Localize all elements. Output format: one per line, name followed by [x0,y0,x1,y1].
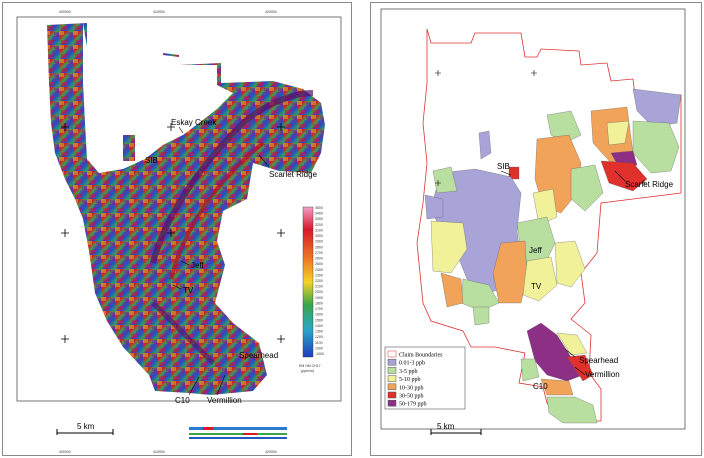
map-frame [380,8,686,430]
colorbar: EM HM CH17 (ppm/m) 350034003300320031003… [299,206,324,373]
colorbar-tick-label: 1200 [315,335,323,339]
colorbar-tick-label: 3100 [315,228,323,232]
profile-strip [189,427,287,439]
colorbar-tick-label: 1900 [315,296,323,300]
label-jeff: Jeff [191,261,205,270]
x-tick-label: 400000 [59,10,71,14]
legend-label: 3-5 ppb [399,369,418,375]
x-tick-label: 410000 [153,450,165,454]
legend-label: 50-179 ppb [399,402,427,408]
geochem-claims-map: SIB Scarlet Ridge Jeff TV Spearhead Verm… [380,8,686,435]
scale-bar: 5 km [430,422,482,435]
legend-label: 5-10 ppb [399,377,421,383]
colorbar-tick-label: 3300 [315,217,323,221]
structural-trend [169,141,265,280]
legend-swatch [387,367,397,374]
colorbar-tick-label: 2000 [315,290,323,294]
legend-swatch [387,358,397,366]
colorbar-tick-label: 2300 [315,273,323,277]
claim-boundary [416,28,682,422]
colorbar-tick-label: 2200 [315,279,323,283]
colorbar-tick-label: 3000 [315,234,323,238]
x-tick-label: 420000 [265,450,277,454]
legend-swatch [387,383,397,391]
label-c10: C10 [175,396,190,405]
geochem-claims-map-panel: SIB Scarlet Ridge Jeff TV Spearhead Verm… [370,2,702,456]
colorbar-tick-label: 2600 [315,257,323,261]
legend-label: 30-50 ppb [399,394,424,400]
colorbar-tick-label: 3200 [315,223,323,227]
map-legend: Claim Boundaries 0.01-3 ppb 3-5 ppb 5-10 pp… [384,346,466,410]
map-labels: Eskay Creek SIB Scarlet Ridge Jeff TV Sp… [145,118,318,405]
colorbar-tick-label: 2700 [315,251,323,255]
colorbar-tick-label: 2900 [315,240,323,244]
em-survey-map-panel: 400000 410000 420000 400000 410000 42000… [2,2,352,456]
grid-crosshairs [435,70,647,186]
colorbar-tick-label: 3500 [315,206,323,210]
unsurveyed-area [83,23,233,173]
label-vermillion: Vermillion [585,370,620,379]
colorbar-tick-label: 1600 [315,313,323,317]
label-vermillion: Vermillion [207,396,242,405]
label-tv: TV [531,282,542,291]
colorbar-tick-label: 2400 [315,268,323,272]
legend-swatch [387,399,397,407]
map-frame [16,16,342,402]
legend-label: 10-30 ppb [399,385,424,391]
colorbar-tick-label: 3400 [315,212,323,216]
structural-trend [151,301,215,365]
label-jeff: Jeff [529,246,543,255]
legend-label: 0.01-3 ppb [399,361,425,367]
colorbar-subtitle: (ppm/m) [301,369,314,373]
label-spearhead: Spearhead [579,356,618,365]
sib-survey-patch [123,135,135,161]
x-tick-label: 420000 [265,10,277,14]
map-labels: SIB Scarlet Ridge Jeff TV Spearhead Verm… [497,162,674,391]
colorbar-tick-label: 1400 [315,324,323,328]
label-sib: SIB [145,156,158,165]
label-tv: TV [183,286,194,295]
em-survey-map: 400000 410000 420000 400000 410000 42000… [16,10,342,454]
scale-bar: 5 km [56,422,114,435]
colorbar-tick-label: 2100 [315,285,323,289]
colorbar-tick-label: -1000 [315,352,324,356]
scale-label: 5 km [437,422,455,431]
legend-swatch [387,350,397,358]
label-sib: SIB [497,162,510,171]
structural-trend [150,90,314,264]
x-tick-label: 400000 [59,450,71,454]
colorbar-tick-label: 1100 [315,341,323,345]
legend-swatch [387,391,397,399]
x-tick-label: 410000 [153,10,165,14]
colorbar-tick-label: 2800 [315,245,323,249]
grid-crosshairs [61,123,285,343]
colorbar-tick-label: 2500 [315,262,323,266]
geochem-zones [424,88,682,424]
label-eskay-creek: Eskay Creek [171,118,217,127]
colorbar-tick-label: 1500 [315,318,323,322]
label-spearhead: Spearhead [239,351,278,360]
colorbar-tick-label: 1000 [315,346,323,350]
label-scarlet-ridge: Scarlet Ridge [269,170,318,179]
scale-label: 5 km [77,422,95,431]
colorbar-tick-label: 1300 [315,330,323,334]
legend-label: Claim Boundaries [399,353,443,359]
colorbar-tick-label: 1800 [315,301,323,305]
colorbar-tick-label: 1700 [315,307,323,311]
label-c10: C10 [533,382,548,391]
legend-swatch [387,375,397,382]
label-scarlet-ridge: Scarlet Ridge [625,180,674,189]
colorbar-title: EM HM CH17 [299,364,321,368]
